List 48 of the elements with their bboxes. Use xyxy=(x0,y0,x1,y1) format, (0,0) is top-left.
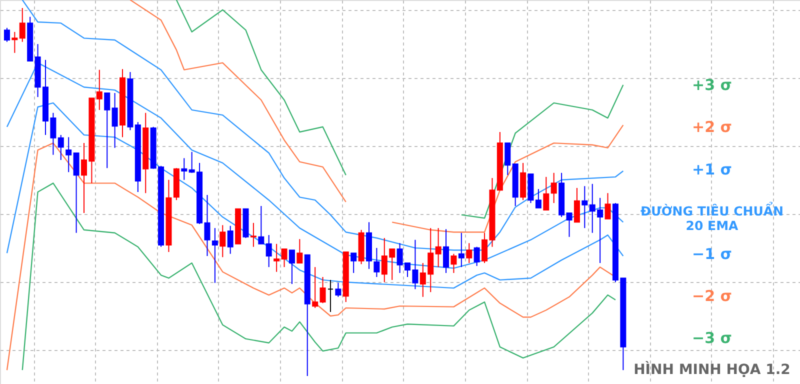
text: HÌNH MINH HỌA 1.2 xyxy=(634,361,790,378)
text: −2 σ xyxy=(692,287,732,305)
text: +1 σ xyxy=(692,160,732,178)
candlestick xyxy=(374,247,380,278)
candlestick xyxy=(288,250,295,284)
candlestick xyxy=(220,224,226,258)
candlestick xyxy=(320,276,326,304)
candlestick xyxy=(466,242,472,264)
candlestick xyxy=(73,152,80,234)
candlestick xyxy=(274,243,280,272)
candlestick xyxy=(181,158,188,180)
candlestick xyxy=(504,142,511,176)
series-label: ĐƯỜNG TIÊU CHUẨN 20 EMA xyxy=(640,202,784,234)
candlestick xyxy=(296,238,303,264)
candlestick xyxy=(58,134,64,160)
candlestick xyxy=(535,188,542,208)
candlestick xyxy=(543,176,550,211)
candlestick xyxy=(258,205,264,244)
candlestick xyxy=(266,234,272,268)
candlestick xyxy=(435,228,442,268)
candlestick xyxy=(312,266,318,308)
candlestick xyxy=(450,253,457,274)
candlestick xyxy=(96,69,102,110)
candlestick xyxy=(12,31,18,54)
candlestick xyxy=(112,92,118,148)
candlestick xyxy=(66,136,72,173)
candlestick xyxy=(327,279,334,312)
candlestick xyxy=(281,248,288,268)
text: −1 σ xyxy=(692,244,732,263)
candlestick xyxy=(212,228,218,284)
candlestick xyxy=(474,246,480,266)
candlestick xyxy=(350,252,357,274)
candlestick xyxy=(458,232,464,268)
candlestick xyxy=(443,228,450,274)
candlestick xyxy=(604,192,611,220)
text: +2 σ xyxy=(692,118,732,136)
candlestick xyxy=(335,282,342,298)
candlestick xyxy=(227,225,234,254)
candlestick xyxy=(104,92,110,169)
candlestick xyxy=(19,8,26,42)
candlestick xyxy=(250,222,256,248)
text: −3 σ xyxy=(692,329,732,348)
candlestick xyxy=(566,212,572,238)
candlestick xyxy=(582,186,588,229)
candlestick xyxy=(4,27,10,42)
text: +3 σ xyxy=(692,76,732,94)
candlestick xyxy=(550,172,557,204)
candlestick xyxy=(574,187,580,223)
